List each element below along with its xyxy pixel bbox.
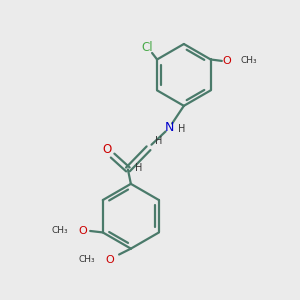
Text: H: H	[135, 163, 143, 173]
Text: H: H	[178, 124, 185, 134]
Text: CH₃: CH₃	[52, 226, 68, 236]
Text: O: O	[102, 143, 111, 156]
Text: CH₃: CH₃	[79, 255, 95, 264]
Text: O: O	[223, 56, 231, 66]
Text: O: O	[106, 255, 115, 265]
Text: CH₃: CH₃	[240, 56, 257, 65]
Text: N: N	[164, 121, 174, 134]
Text: H: H	[155, 136, 163, 146]
Text: O: O	[79, 226, 88, 236]
Text: Cl: Cl	[142, 40, 153, 54]
